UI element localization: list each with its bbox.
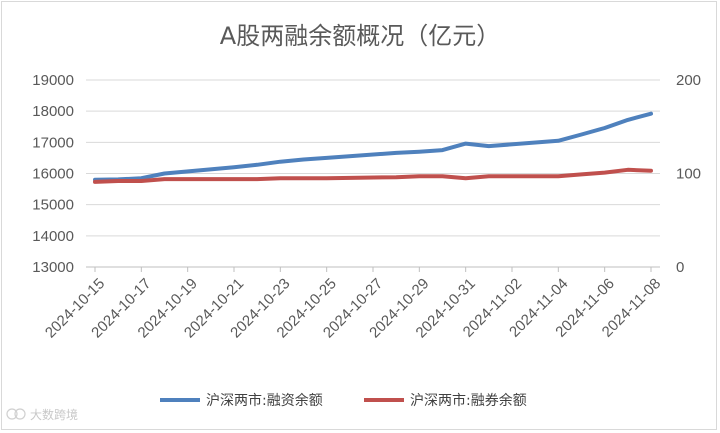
y-left-tick-label: 16000 [32, 166, 74, 183]
y-left-tick-label: 13000 [32, 259, 74, 276]
y-left-tick-label: 14000 [32, 228, 74, 245]
axes: 13000 14000 15000 16000 17000 18000 19000 0 100 2… [32, 72, 701, 341]
y-right-tick-label: 0 [676, 259, 684, 276]
y-left-tick-label: 18000 [32, 103, 74, 120]
y-right-tick-label: 100 [676, 166, 701, 183]
chart-title: A股两融余额概况（亿元） [220, 22, 500, 50]
series-lines [93, 111, 653, 184]
y-left-tick-label: 17000 [32, 134, 74, 151]
watermark-text: 大数跨境 [30, 407, 78, 422]
legend-label-securities-lending: 沪深两市:融券余额 [410, 392, 527, 409]
gridlines [86, 79, 660, 237]
watermark: 大数跨境 [6, 407, 78, 422]
y-left-tick-label: 15000 [32, 197, 74, 214]
y-right-tick-label: 200 [676, 72, 701, 89]
series-line-financing [93, 111, 653, 182]
series-line-securities-lending [93, 167, 653, 184]
legend: 沪深两市:融资余额 沪深两市:融券余额 [160, 392, 527, 409]
legend-label-financing: 沪深两市:融资余额 [206, 392, 323, 409]
y-left-tick-label: 19000 [32, 72, 74, 89]
